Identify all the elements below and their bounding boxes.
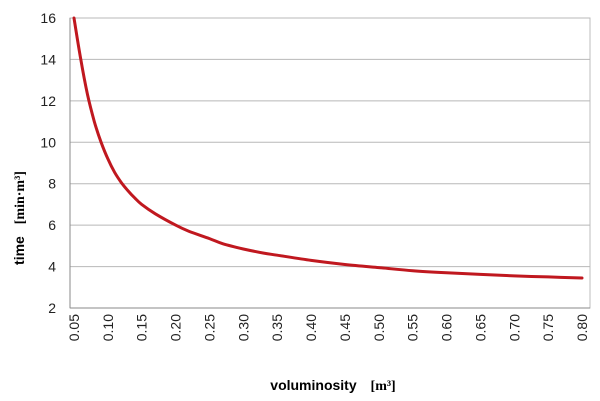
x-tick-label: 0.05	[66, 314, 82, 341]
series-group	[72, 16, 584, 280]
x-axis-title: voluminosity [m³]	[270, 377, 395, 394]
x-tick-label: 0.30	[235, 314, 251, 341]
x-tick-label: 0.70	[506, 314, 522, 341]
x-tick-label: 0.45	[337, 314, 353, 341]
y-tick-label: 14	[40, 51, 56, 67]
x-tick-label: 0.50	[371, 314, 387, 341]
x-tick-label: 0.25	[201, 314, 217, 341]
y-tick-label: 8	[48, 176, 56, 192]
x-tick-labels: 0.05 0.10 0.15 0.20 0.25 0.30 0.35 0.40 0.45 0.50…	[66, 314, 590, 341]
series-line	[72, 16, 584, 280]
y-axis-label: time	[11, 236, 27, 265]
plot-background	[69, 17, 591, 309]
y-axis-title: time [min·m³]	[11, 171, 28, 265]
x-tick-label: 0.60	[439, 314, 455, 341]
y-tick-label: 12	[40, 93, 56, 109]
x-tick-label: 0.75	[540, 314, 556, 341]
axes	[69, 18, 590, 309]
x-tick-label: 0.55	[405, 314, 421, 341]
y-axis-unit: [min·m³]	[13, 171, 28, 224]
y-tick-labels: 2 4 6 8 10 12 14 16	[40, 10, 56, 316]
y-tick-label: 6	[48, 217, 56, 233]
x-tick-label: 0.65	[472, 314, 488, 341]
y-tick-label: 16	[40, 10, 56, 26]
y-tick-label: 4	[48, 259, 56, 275]
x-tick-label: 0.15	[134, 314, 150, 341]
x-tick-label: 0.80	[574, 314, 590, 341]
y-tick-label: 2	[48, 300, 56, 316]
x-axis-label: voluminosity	[270, 377, 357, 393]
x-tick-label: 0.40	[303, 314, 319, 341]
x-axis-unit: [m³]	[371, 379, 396, 394]
grid-lines	[70, 17, 590, 309]
x-tick-label: 0.35	[269, 314, 285, 341]
y-tick-label: 10	[40, 134, 56, 150]
plot-area	[69, 17, 591, 309]
x-tick-label: 0.20	[168, 314, 184, 341]
x-tick-label: 0.10	[100, 314, 116, 341]
